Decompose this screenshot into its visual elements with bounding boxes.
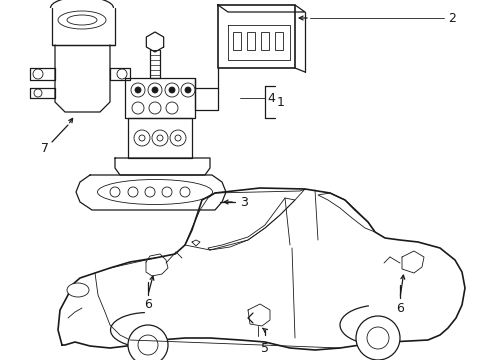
Polygon shape [208, 198, 295, 250]
Polygon shape [125, 78, 195, 118]
Bar [247, 32, 255, 50]
Text: 1: 1 [277, 95, 285, 108]
Text: 3: 3 [240, 195, 248, 208]
Text: 4: 4 [267, 91, 275, 104]
Circle shape [131, 83, 145, 97]
Polygon shape [58, 188, 465, 350]
Polygon shape [185, 189, 305, 250]
Bar [275, 32, 283, 50]
Circle shape [356, 316, 400, 360]
Ellipse shape [67, 15, 97, 25]
Polygon shape [248, 304, 270, 326]
Circle shape [110, 187, 120, 197]
Circle shape [162, 187, 172, 197]
Circle shape [149, 102, 161, 114]
Circle shape [170, 130, 186, 146]
Ellipse shape [58, 11, 106, 29]
Circle shape [128, 187, 138, 197]
Circle shape [175, 135, 181, 141]
Circle shape [138, 335, 158, 355]
Polygon shape [146, 254, 168, 276]
Polygon shape [195, 68, 218, 110]
Circle shape [117, 69, 127, 79]
Polygon shape [52, 8, 115, 45]
Bar [261, 32, 269, 50]
Ellipse shape [67, 283, 89, 297]
Polygon shape [228, 25, 290, 60]
Polygon shape [128, 118, 192, 158]
Circle shape [145, 187, 155, 197]
Circle shape [132, 102, 144, 114]
Polygon shape [110, 68, 130, 80]
Polygon shape [192, 240, 200, 246]
Polygon shape [218, 5, 305, 12]
Polygon shape [402, 251, 424, 273]
Polygon shape [30, 68, 55, 80]
Polygon shape [147, 32, 164, 52]
Polygon shape [76, 175, 226, 210]
Polygon shape [150, 50, 160, 78]
Circle shape [34, 89, 42, 97]
Circle shape [165, 83, 179, 97]
Circle shape [152, 87, 158, 93]
Circle shape [135, 87, 141, 93]
Circle shape [367, 327, 389, 349]
Circle shape [128, 325, 168, 360]
Polygon shape [55, 45, 110, 112]
Polygon shape [115, 158, 210, 175]
Polygon shape [218, 5, 295, 68]
Bar [233, 32, 241, 50]
Circle shape [148, 83, 162, 97]
Text: 5: 5 [261, 342, 269, 355]
Text: 2: 2 [448, 12, 456, 24]
Text: 6: 6 [144, 298, 152, 311]
Polygon shape [30, 88, 55, 98]
Circle shape [169, 87, 175, 93]
Circle shape [152, 130, 168, 146]
Circle shape [181, 83, 195, 97]
Circle shape [185, 87, 191, 93]
Text: 6: 6 [396, 302, 404, 315]
Circle shape [134, 130, 150, 146]
Text: 7: 7 [41, 141, 49, 154]
Circle shape [139, 135, 145, 141]
Ellipse shape [98, 180, 213, 204]
Polygon shape [318, 193, 375, 232]
Circle shape [33, 69, 43, 79]
Circle shape [180, 187, 190, 197]
Circle shape [166, 102, 178, 114]
Circle shape [157, 135, 163, 141]
